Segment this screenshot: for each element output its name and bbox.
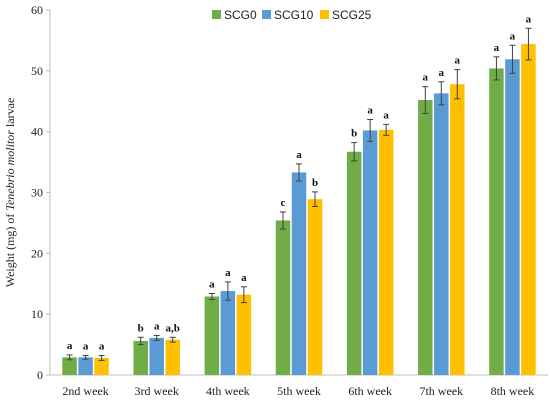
significance-label: a	[526, 13, 532, 25]
y-tick-label: 60	[31, 3, 43, 17]
y-axis-title-species: Tenebrio molitor	[3, 130, 17, 211]
y-axis-title-prefix: Weight (mg) of	[3, 214, 17, 288]
error-bar	[153, 334, 160, 341]
significance-label: a	[83, 341, 89, 353]
significance-label: b	[351, 128, 357, 140]
error-bar	[98, 355, 105, 361]
error-bar	[169, 336, 176, 343]
significance-label: a	[494, 42, 500, 54]
error-bar	[525, 27, 532, 61]
significance-label: a	[455, 55, 461, 67]
error-bar	[208, 292, 215, 301]
bar-scg25	[521, 44, 536, 376]
bar-scg10	[149, 337, 164, 375]
legend-swatch	[262, 10, 271, 19]
y-tick-label: 50	[31, 64, 43, 78]
error-bar	[296, 163, 302, 182]
bar-scg25	[165, 339, 180, 375]
bar-scg10	[505, 59, 520, 376]
bar-scg25	[378, 129, 394, 375]
bar-scg0	[275, 220, 291, 375]
bar-scg10	[78, 357, 93, 375]
bar-scg25	[236, 294, 252, 375]
y-tick-label: 40	[31, 125, 43, 139]
y-tick-label: 10	[31, 307, 43, 321]
error-bar	[422, 86, 429, 114]
x-tick-label: 4th week	[206, 384, 250, 398]
bar-scg25	[450, 84, 465, 375]
significance-label: a	[383, 109, 389, 121]
bar-scg0	[204, 296, 220, 375]
y-axis-title-suffix: larvae	[3, 98, 17, 127]
error-bars	[66, 27, 532, 361]
error-bar	[312, 191, 318, 207]
legend-swatch	[212, 10, 221, 19]
bar-scg25	[307, 199, 323, 375]
error-bar	[280, 211, 286, 230]
bar-scg10	[220, 291, 236, 375]
y-axis-title: Weight (mg) of Tenebrio molitor larvae	[3, 98, 17, 288]
error-bar	[509, 44, 516, 74]
legend-item-scg10: SCG10	[262, 8, 314, 22]
significance-label: c	[281, 197, 286, 209]
error-bar	[367, 119, 374, 142]
significance-label: a	[423, 72, 429, 84]
bar-scg0	[418, 100, 433, 376]
significance-label: a	[439, 67, 445, 79]
error-bar	[224, 281, 231, 301]
bar-scg10	[434, 93, 449, 375]
significance-label: a	[367, 105, 373, 117]
significance-label: a	[154, 320, 160, 332]
error-bar	[66, 354, 73, 361]
bar-scg0	[133, 340, 148, 375]
y-tick-label: 0	[37, 368, 43, 382]
bars	[62, 44, 536, 376]
error-bar	[240, 286, 247, 304]
x-tick-label: 6th week	[348, 384, 392, 398]
significance-label: a	[67, 340, 73, 352]
significance-label: a	[209, 278, 215, 290]
error-bar	[383, 123, 390, 136]
significance-label: b	[138, 322, 144, 334]
x-tick-labels: 2nd week 3rd week 4th week 5th week 6th week…	[62, 384, 534, 398]
x-tick-label: 3rd week	[135, 384, 179, 398]
significance-label: a,b	[166, 322, 180, 334]
x-tick-label: 8th week	[491, 384, 535, 398]
legend-item-scg25: SCG25	[320, 8, 372, 22]
bar-scg0	[62, 357, 77, 375]
legend-label: SCG0	[224, 8, 257, 22]
y-tick-labels: 0 10 20 30 40 50 60	[31, 3, 50, 382]
bar-scg25	[94, 357, 109, 375]
error-bar	[351, 142, 358, 162]
x-tick-label: 2nd week	[62, 384, 108, 398]
legend-label: SCG10	[274, 8, 314, 22]
y-tick-label: 20	[31, 246, 43, 260]
y-tick-label: 30	[31, 186, 43, 200]
bar-scg0	[489, 68, 504, 376]
significance-label: a	[99, 341, 105, 353]
error-bar	[82, 355, 89, 360]
bar-scg10	[362, 130, 378, 375]
bar-scg0	[346, 151, 362, 375]
legend-label: SCG25	[332, 8, 372, 22]
error-bar	[493, 56, 500, 81]
legend-item-scg0: SCG0	[212, 8, 257, 22]
error-bar	[454, 69, 461, 100]
error-bar	[137, 336, 144, 346]
legend: SCG0 SCG10 SCG25	[212, 8, 372, 22]
error-bar	[438, 81, 445, 106]
significance-label: a	[241, 272, 247, 284]
significance-label: a	[296, 149, 302, 161]
x-tick-label: 5th week	[277, 384, 321, 398]
significance-label: b	[312, 177, 318, 189]
significance-label: a	[510, 30, 516, 42]
legend-swatch	[320, 10, 329, 19]
x-tick-label: 7th week	[419, 384, 463, 398]
significance-label: a	[225, 267, 231, 279]
bar-scg10	[291, 172, 307, 375]
